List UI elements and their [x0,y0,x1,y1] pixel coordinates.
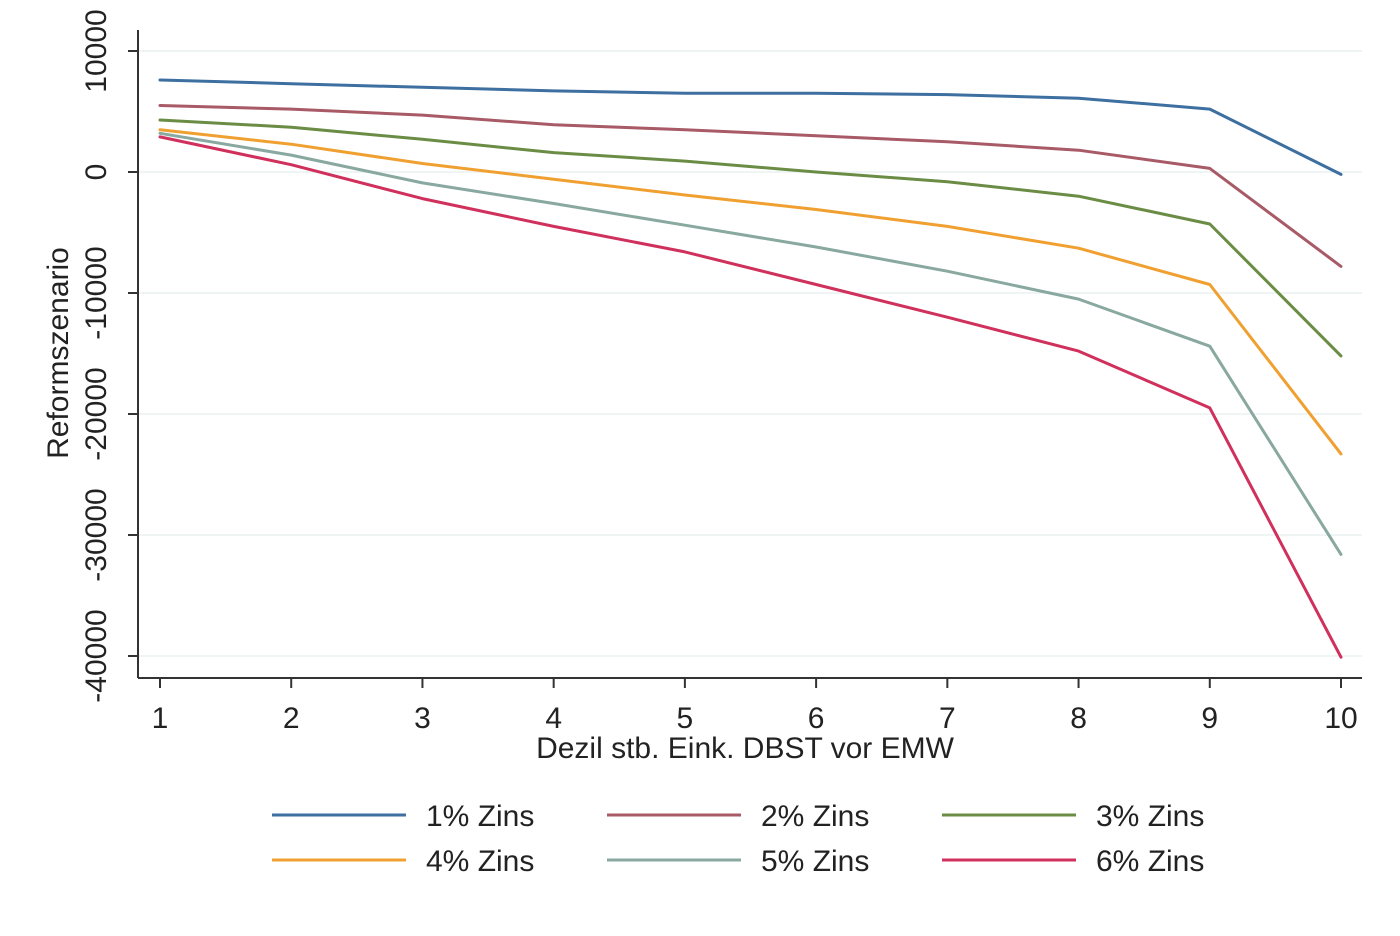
x-tick-label-8: 9 [1201,702,1218,735]
x-tick-label-4: 5 [677,702,694,735]
x-tick-label-5: 6 [808,702,825,735]
x-tick-label-1: 2 [283,702,300,735]
y-tick-label-2: -10000 [80,246,113,339]
y-tick-label-3: -20000 [80,367,113,460]
x-axis-title: Dezil stb. Eink. DBST vor EMW [536,732,955,765]
y-tick-label-1: 0 [80,164,113,181]
gridlines [138,50,1362,657]
legend-label-3: 3% Zins [1096,800,1204,833]
legend-label-4: 4% Zins [426,845,534,878]
series-line-5 [158,131,1343,556]
y-tick-label-0: 10000 [80,9,113,92]
legend-label-5: 5% Zins [761,845,869,878]
x-tick-label-3: 4 [545,702,562,735]
series-line-2 [158,104,1343,268]
x-tick-label-6: 7 [939,702,956,735]
legend: 1% Zins 2% Zins 3% Zins 4% Zins 5% Zins 6% Zi… [272,800,1204,878]
legend-label-6: 6% Zins [1096,845,1204,878]
legend-label-2: 2% Zins [761,800,869,833]
x-tick-label-9: 10 [1324,702,1357,735]
y-tick-label-5: -40000 [80,609,113,702]
ticks: 10000 0 -10000 -20000 -30000 -40000 1 2 3 4 5 6 7 8 9 1… [80,9,1358,735]
y-tick-label-4: -30000 [80,488,113,581]
x-tick-label-7: 8 [1070,702,1087,735]
x-tick-label-2: 3 [414,702,431,735]
legend-label-1: 1% Zins [426,800,534,833]
series-line-6 [158,135,1343,659]
series-lines [158,78,1343,659]
series-line-1 [158,78,1343,176]
x-tick-label-0: 1 [152,702,169,735]
series-line-4 [158,128,1343,456]
series-line-3 [158,118,1343,358]
y-axis-title: Reformszenario [42,247,75,459]
axes [137,30,1362,679]
